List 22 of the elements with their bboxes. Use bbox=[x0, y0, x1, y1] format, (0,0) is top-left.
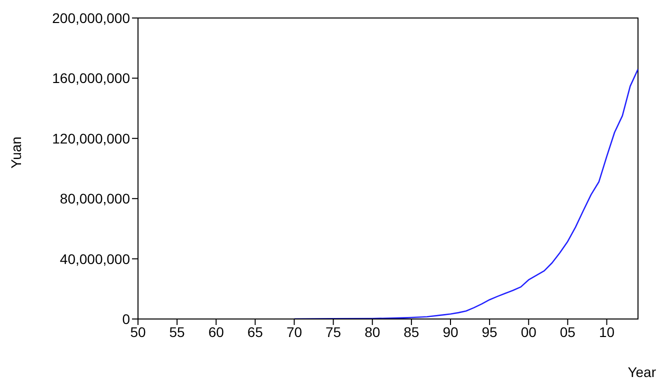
x-tick-label: 60 bbox=[208, 324, 224, 340]
y-tick-label: 40,000,000 bbox=[60, 250, 130, 267]
line-series bbox=[294, 68, 638, 319]
y-tick-label: 160,000,000 bbox=[52, 70, 130, 86]
x-tick-label: 90 bbox=[442, 324, 458, 340]
x-tick-label: 65 bbox=[247, 324, 264, 340]
x-axis-title: Year bbox=[628, 364, 656, 380]
x-tick-label: 80 bbox=[364, 324, 380, 340]
y-tick-label: 80,000,000 bbox=[60, 190, 130, 207]
y-tick-label: 0 bbox=[122, 310, 130, 327]
x-tick-label: 75 bbox=[326, 324, 342, 340]
y-tick-label: 200,000,000 bbox=[52, 10, 130, 26]
x-tick-label: 00 bbox=[520, 324, 537, 340]
x-tick-label: 70 bbox=[286, 324, 302, 340]
x-tick-label: 95 bbox=[482, 324, 498, 340]
x-tick-label: 10 bbox=[598, 324, 615, 340]
x-tick-label: 85 bbox=[404, 324, 420, 340]
x-tick-label: 05 bbox=[560, 324, 576, 340]
x-tick-label: 55 bbox=[169, 324, 186, 340]
y-tick-label: 120,000,000 bbox=[52, 130, 130, 146]
x-tick-label: 50 bbox=[130, 324, 146, 340]
y-axis-title: Yuan bbox=[8, 136, 24, 168]
